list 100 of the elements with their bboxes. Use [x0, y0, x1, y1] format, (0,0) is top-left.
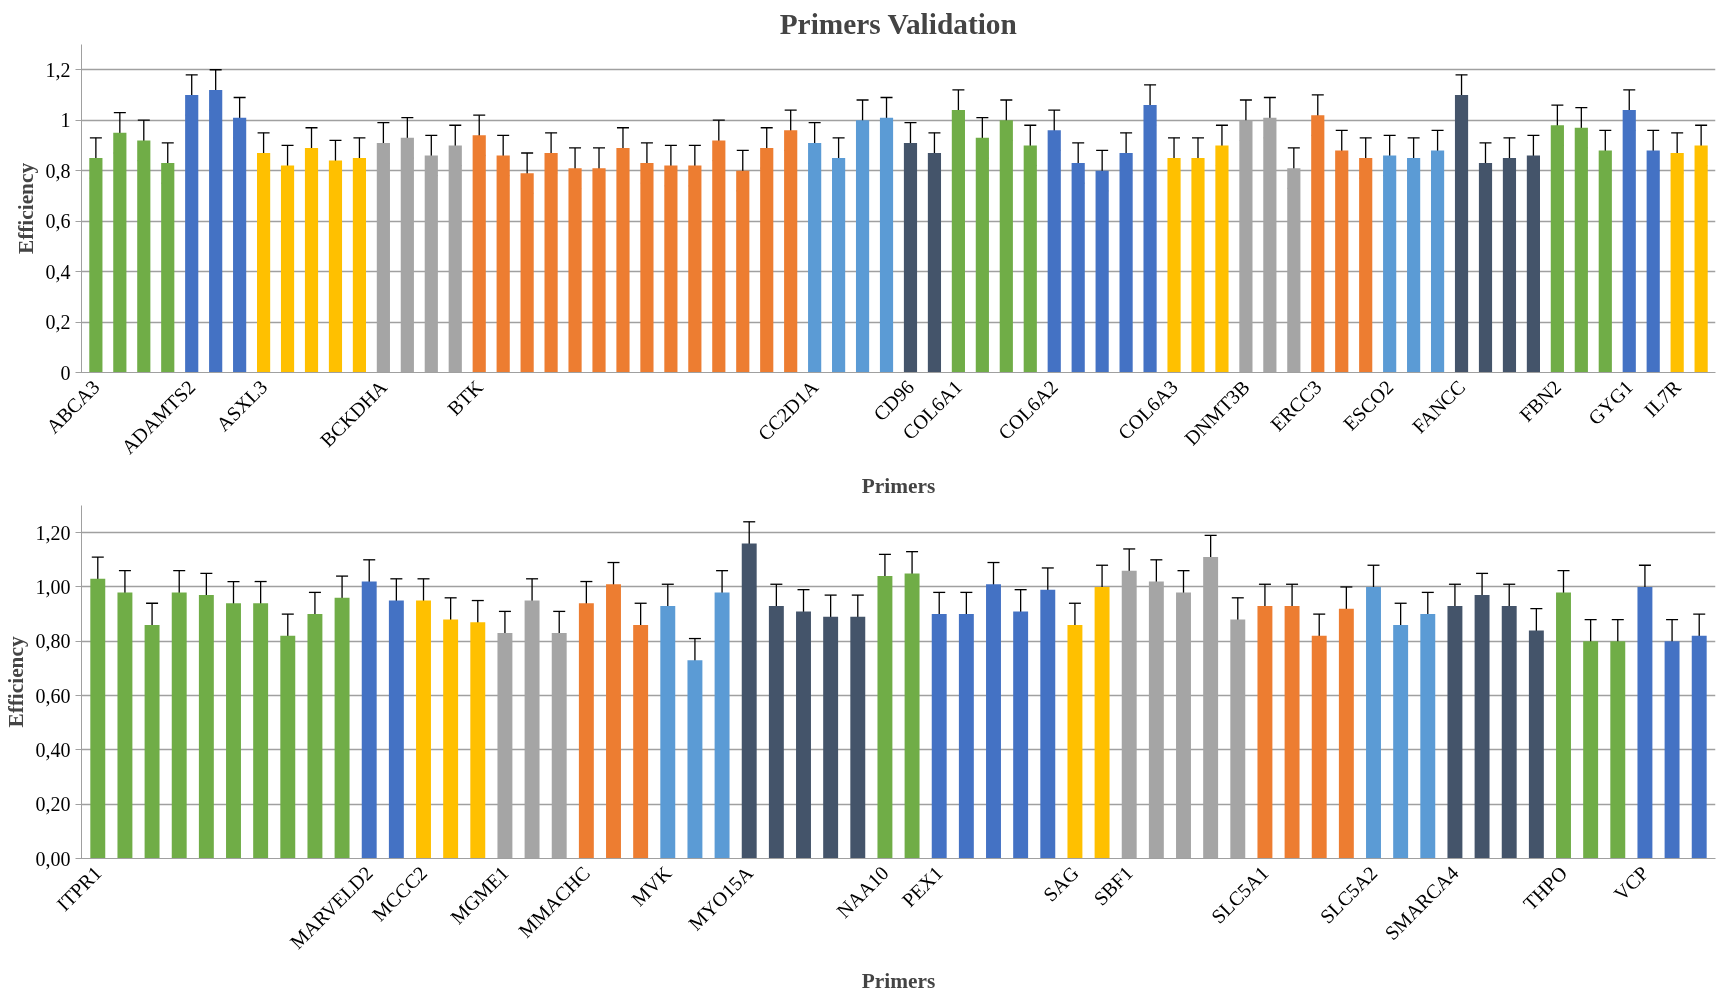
bar [1622, 110, 1636, 373]
bar [304, 147, 319, 373]
bar [808, 142, 822, 373]
bar [416, 600, 431, 859]
bar [1501, 605, 1517, 859]
bar [1574, 127, 1588, 373]
bar [1023, 145, 1037, 373]
bar [198, 595, 214, 859]
bar [1664, 641, 1680, 859]
bar [1407, 158, 1421, 373]
y-tick-label: 0,40 [35, 738, 71, 761]
bar [660, 605, 676, 859]
y-axis-title: Efficiency [13, 162, 38, 255]
bar [736, 170, 750, 373]
bar [209, 89, 223, 373]
bar [361, 581, 377, 859]
bar [714, 592, 730, 859]
bar [1528, 630, 1544, 859]
bar [1013, 611, 1029, 859]
bar [280, 635, 296, 859]
bar [975, 137, 989, 373]
bar [855, 120, 870, 373]
bar [280, 165, 295, 373]
y-tick-label: 0,4 [45, 260, 71, 283]
y-tick-label: 0,60 [35, 684, 71, 707]
bar [796, 611, 811, 859]
bar [879, 117, 894, 373]
bar [1637, 586, 1653, 859]
bar [1167, 158, 1181, 373]
bar [328, 160, 343, 373]
bar [1383, 155, 1397, 373]
bar [544, 152, 558, 373]
bar [931, 614, 947, 859]
bar [927, 152, 942, 373]
bar [257, 152, 271, 373]
bar [578, 603, 594, 859]
bar [784, 130, 798, 373]
bar [1040, 589, 1056, 859]
bar [1454, 94, 1469, 373]
bar [1694, 145, 1708, 373]
bar [253, 603, 269, 859]
bar [388, 600, 404, 859]
bar [1071, 163, 1085, 373]
bar [161, 163, 175, 373]
y-tick-label: 1,00 [35, 575, 71, 598]
bar [520, 173, 534, 373]
y-tick-label: 0 [60, 361, 71, 384]
bar [1359, 158, 1373, 373]
bar [1143, 105, 1157, 373]
bar [592, 168, 606, 373]
bar [877, 576, 893, 859]
bar [1556, 592, 1571, 859]
bar [1526, 155, 1540, 373]
bar [687, 660, 703, 859]
bar [1067, 624, 1083, 859]
bar [568, 168, 582, 373]
bar [850, 616, 866, 859]
x-tick-label: VCP [1609, 861, 1653, 905]
y-tick-label: 0,8 [45, 159, 71, 182]
bar [1094, 586, 1110, 859]
bar [1338, 608, 1354, 859]
bar [226, 603, 241, 859]
y-axis-title: Efficiency [3, 636, 28, 728]
bar [443, 619, 459, 859]
bar [1047, 130, 1061, 373]
bar [1598, 150, 1612, 373]
bar [999, 120, 1013, 373]
bar [832, 158, 846, 373]
bar [185, 94, 199, 373]
bar [1670, 152, 1684, 373]
bar [768, 605, 784, 859]
bar [1447, 605, 1463, 859]
bar [1430, 150, 1445, 373]
bar [1284, 605, 1300, 859]
bar [1610, 641, 1626, 859]
bar [171, 592, 187, 859]
bar [958, 614, 974, 859]
chart-title: Primers Validation [779, 7, 1017, 40]
bar [1583, 641, 1599, 859]
bar [1119, 152, 1133, 373]
bar [1646, 150, 1660, 373]
bar [1502, 158, 1517, 373]
bar [640, 163, 654, 373]
bar [1550, 125, 1564, 373]
bar [1478, 163, 1493, 373]
bar [496, 155, 510, 373]
bar [760, 147, 774, 373]
y-tick-label: 0,80 [35, 630, 71, 653]
bar [117, 592, 133, 859]
y-tick-label: 1,2 [45, 58, 71, 81]
bar [233, 117, 247, 373]
bar [334, 597, 350, 859]
bar [688, 165, 702, 373]
bar [1691, 635, 1707, 859]
y-tick-label: 0,6 [45, 210, 71, 233]
bar [606, 584, 621, 859]
bar [1191, 158, 1205, 373]
y-tick-label: 0,00 [35, 847, 71, 870]
x-axis-title: Primers [861, 473, 936, 498]
bar [1095, 170, 1109, 373]
